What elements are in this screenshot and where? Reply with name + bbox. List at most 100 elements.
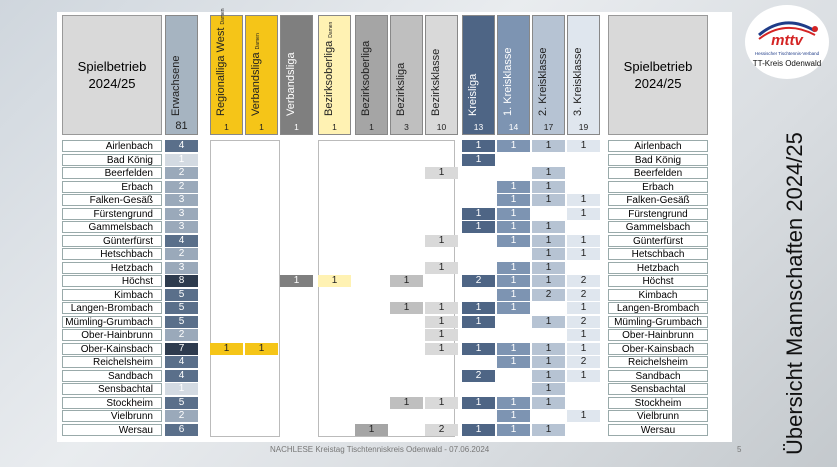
column-label-text: Bezirksliga — [394, 62, 407, 116]
column-count: 1 — [369, 122, 374, 132]
column-header-label: Bezirksoberliga Damen — [323, 22, 335, 116]
table-cell: 1 — [497, 140, 530, 152]
column-header-label: Bezirksliga — [395, 63, 407, 116]
table-cell: 2 — [532, 288, 565, 301]
column-header-label: Verbandsliga — [285, 52, 297, 116]
row-name-right: Günterfürst — [608, 234, 708, 247]
row-name-left: Airlenbach — [62, 140, 162, 152]
table-cell: 1 — [497, 221, 530, 233]
table-cell: 1 — [165, 383, 198, 395]
column-header-6: Bezirksliga 3 — [390, 15, 423, 135]
row-name-right: Stockheim — [608, 396, 708, 409]
table-cell: 1 — [497, 396, 530, 409]
column-header-label: Verbandsliga Damen — [250, 33, 262, 116]
row-name-left: Falken-Gesäß — [62, 194, 162, 206]
table-cell: 1 — [567, 369, 600, 382]
table-cell: 1 — [532, 261, 565, 274]
column-sub-label: Damen — [219, 8, 226, 25]
table-cell: 1 — [567, 342, 600, 355]
row-name-right: Fürstengrund — [608, 207, 708, 220]
table-cell: 1 — [280, 275, 313, 287]
table-cell: 1 — [497, 234, 530, 247]
column-count: 19 — [578, 122, 589, 132]
column-header-label: Bezirksklasse — [430, 49, 442, 116]
row-name-right: Mümling-Grumbach — [608, 315, 708, 328]
column-header-1: Regionalliga West Damen 1 — [210, 8, 243, 135]
table-cell: 1 — [497, 288, 530, 301]
table-cell: 5 — [165, 396, 198, 409]
table-cell: 2 — [165, 410, 198, 422]
column-header-8: Kreisliga 13 — [462, 15, 495, 135]
column-count: 81 — [175, 120, 188, 132]
table-cell: 2 — [567, 315, 600, 328]
row-name-left: Sensbachtal — [62, 383, 162, 395]
table-cell: 1 — [567, 248, 600, 260]
column-label-text: Bezirksoberliga — [359, 40, 372, 116]
row-name-left: Fürstengrund — [62, 207, 162, 220]
table-cell: 1 — [462, 153, 495, 166]
column-label-text: Bezirksklasse — [429, 48, 442, 116]
table-cell: 1 — [390, 396, 423, 409]
row-name-left: Ober-Hainbrunn — [62, 329, 162, 341]
table-cell: 5 — [165, 302, 198, 314]
table-cell: 1 — [532, 167, 565, 179]
table-cell: 1 — [567, 140, 600, 152]
table-cell: 2 — [462, 275, 495, 287]
row-name-left: Höchst — [62, 275, 162, 287]
footer-text: NACHLESE Kreistag Tischtenniskreis Odenw… — [270, 445, 490, 454]
table-cell: 2 — [567, 288, 600, 301]
table-cell: 3 — [165, 221, 198, 233]
table-cell: 1 — [532, 248, 565, 260]
table-cell: 1 — [532, 194, 565, 206]
table-cell: 2 — [165, 248, 198, 260]
column-header-3: Verbandsliga 1 — [280, 15, 313, 135]
row-name-right: Höchst — [608, 275, 708, 287]
table-cell: 3 — [165, 261, 198, 274]
row-name-left: Vielbrunn — [62, 410, 162, 422]
column-count: 14 — [508, 122, 519, 132]
table-cell: 1 — [425, 342, 458, 355]
table-cell: 5 — [165, 315, 198, 328]
column-sub-label: Damen — [327, 21, 334, 38]
mttv-logo-graphic — [758, 21, 818, 40]
table-cell: 1 — [318, 275, 351, 287]
table-cell: 1 — [425, 261, 458, 274]
column-header-11: 3. Kreisklasse 19 — [567, 15, 600, 135]
table-cell: 1 — [497, 194, 530, 206]
column-label-text: Verbandsliga — [249, 52, 262, 116]
table-cell: 1 — [532, 140, 565, 152]
table-cell: 4 — [165, 140, 198, 152]
table-block-1 — [318, 140, 455, 437]
table-cell: 1 — [532, 275, 565, 287]
column-count: 1 — [294, 122, 299, 132]
row-name-left: Gammelsbach — [62, 221, 162, 233]
table-cell: 1 — [462, 396, 495, 409]
row-name-left: Stockheim — [62, 396, 162, 409]
table-cell: 1 — [532, 342, 565, 355]
table-cell: 1 — [425, 167, 458, 179]
row-name-right: Ober-Kainsbach — [608, 342, 708, 355]
table-cell: 1 — [425, 396, 458, 409]
table-cell: 5 — [165, 288, 198, 301]
table-cell: 1 — [390, 302, 423, 314]
table-cell: 1 — [355, 423, 388, 436]
table-cell: 1 — [532, 396, 565, 409]
table-cell: 1 — [532, 423, 565, 436]
table-cell: 1 — [532, 234, 565, 247]
column-header-7: Bezirksklasse 10 — [425, 15, 458, 135]
table-cell: 1 — [497, 342, 530, 355]
table-cell: 1 — [567, 207, 600, 220]
column-header-label: Kreisliga — [467, 74, 479, 116]
row-name-left: Erbach — [62, 180, 162, 193]
column-label-text: 2. Kreisklasse — [536, 47, 549, 116]
title-right-line2: 2024/25 — [634, 76, 682, 91]
row-name-left: Wersau — [62, 423, 162, 436]
table-cell: 1 — [497, 423, 530, 436]
table-block-0 — [210, 140, 280, 437]
table-cell: 1 — [567, 410, 600, 422]
column-count: 10 — [436, 122, 447, 132]
title-right-line1: Spielbetrieb — [623, 59, 693, 74]
column-count: 17 — [543, 122, 554, 132]
table-cell: 3 — [165, 207, 198, 220]
